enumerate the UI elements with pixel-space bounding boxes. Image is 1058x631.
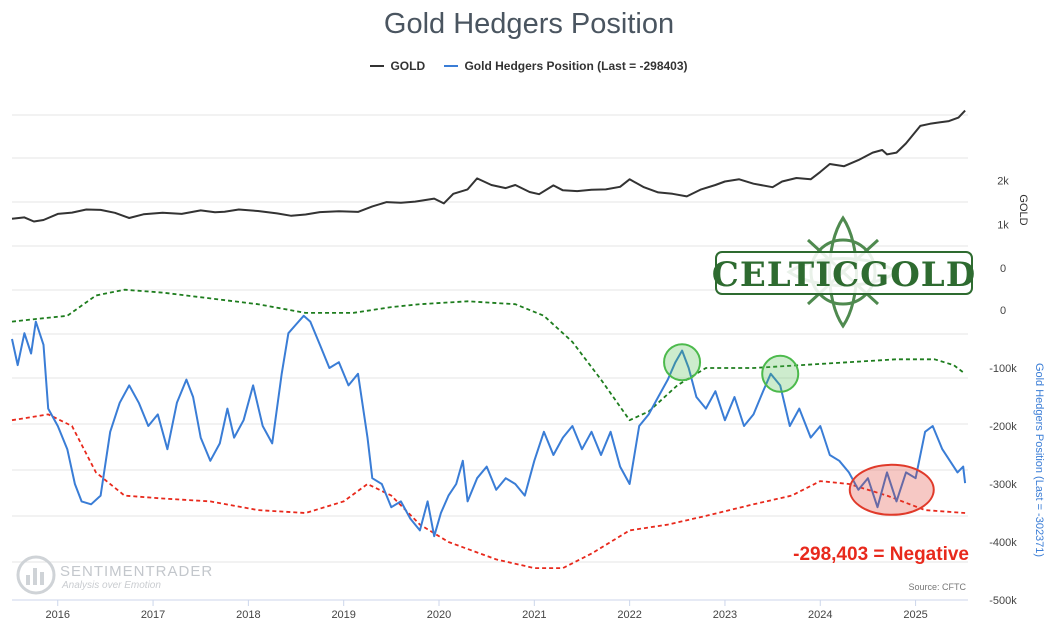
grid-layer xyxy=(12,114,968,601)
highlight-circle-1 xyxy=(761,354,800,393)
logo-text: CELTICGOLD xyxy=(712,255,976,295)
series-gold-hedgers-position xyxy=(11,314,967,538)
legend-item-gold[interactable]: GOLD xyxy=(370,59,425,73)
legend-label-gold: GOLD xyxy=(390,59,426,73)
legend-item-hedgers[interactable]: Gold Hedgers Position (Last = -298403) xyxy=(444,59,688,73)
series-upper-band xyxy=(11,288,966,422)
annotation-negative: -298,403 = Negative xyxy=(793,544,969,565)
highlight-circle-0 xyxy=(663,343,702,382)
sentimentrader-watermark: SENTIMENTRADER Analysis over Emotion xyxy=(16,555,213,595)
highlight-ellipse-2 xyxy=(848,463,935,516)
axis-layer: 2016 2017 2018 2019 2020 2021 2022 2023 2024 2025… xyxy=(46,176,1018,621)
hedgers-panel-ytick--400k: -400k xyxy=(989,537,1017,549)
legend: GOLD Gold Hedgers Position (Last = -2984… xyxy=(0,56,1058,73)
series-lower-band xyxy=(11,413,966,569)
x-tick-label-2018: 2018 xyxy=(236,609,260,621)
chart-title: Gold Hedgers Position xyxy=(383,8,675,40)
legend-swatch-gold xyxy=(370,65,385,67)
x-tick-label-2017: 2017 xyxy=(141,609,165,621)
gold-panel-ytick-2k: 2k xyxy=(997,176,1009,188)
series-gold xyxy=(11,109,966,223)
x-tick-label-2019: 2019 xyxy=(331,609,355,621)
x-tick-label-2024: 2024 xyxy=(808,609,832,621)
watermark-tagline: Analysis over Emotion xyxy=(61,580,161,591)
hedgers-panel-ytick--500k: -500k xyxy=(989,595,1017,607)
series-layer xyxy=(11,109,967,569)
legend-swatch-hedgers xyxy=(444,65,459,67)
celticgold-logo: CELTICGOLD xyxy=(712,215,976,329)
source-label: Source: CFTC xyxy=(908,582,966,592)
hedgers-panel-ytick--200k: -200k xyxy=(989,421,1017,433)
hedgers-panel-ytick--300k: -300k xyxy=(989,479,1017,491)
gold-panel-ytick-1k: 1k xyxy=(997,219,1009,231)
x-tick-label-2020: 2020 xyxy=(427,609,451,621)
hedgers-axis-title: Gold Hedgers Position (Last = -302371) xyxy=(1033,363,1045,557)
gold-panel-ytick-0: 0 xyxy=(1000,263,1006,275)
x-tick-label-2021: 2021 xyxy=(522,609,546,621)
x-tick-label-2022: 2022 xyxy=(617,609,641,621)
gold-axis-title: GOLD xyxy=(1017,194,1029,225)
x-tick-label-2016: 2016 xyxy=(46,609,70,621)
x-tick-label-2023: 2023 xyxy=(713,609,737,621)
hedgers-panel-ytick--100k: -100k xyxy=(989,363,1017,375)
legend-label-hedgers: Gold Hedgers Position (Last = -298403) xyxy=(464,59,688,73)
hedgers-panel-ytick-0: 0 xyxy=(1000,305,1006,317)
watermark-name: SENTIMENTRADER xyxy=(60,563,213,580)
highlight-layer xyxy=(663,343,935,516)
x-tick-label-2025: 2025 xyxy=(903,609,927,621)
